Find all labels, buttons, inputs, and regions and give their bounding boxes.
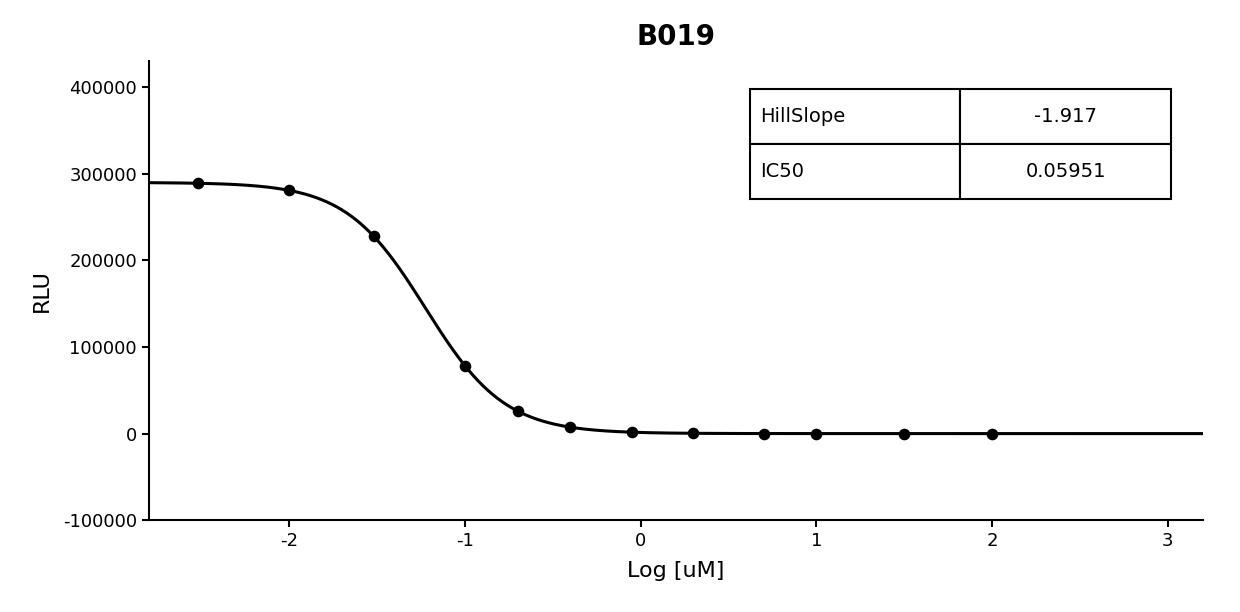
Point [982,428,1002,438]
Point [622,427,642,437]
Point [279,185,299,195]
Point [894,428,914,438]
X-axis label: Log [uM]: Log [uM] [627,561,724,581]
Point [754,428,774,438]
Point [363,231,383,241]
Point [683,428,703,438]
Point [188,178,208,188]
Title: B019: B019 [636,23,715,51]
Point [455,361,475,371]
Y-axis label: RLU: RLU [32,269,52,312]
Point [806,428,826,438]
Point [507,406,527,416]
Point [560,422,580,432]
